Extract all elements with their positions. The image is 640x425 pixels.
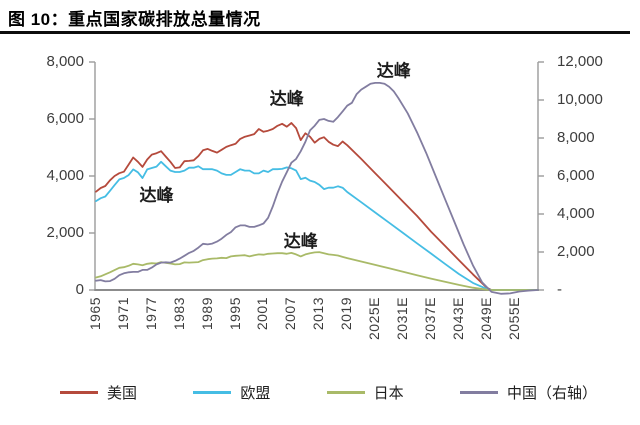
- title-underline: [0, 31, 630, 34]
- figure-title: 图 10：重点国家碳排放总量情况: [8, 10, 261, 29]
- legend-item-eu: 欧盟: [193, 382, 270, 403]
- legend-line-swatch-japan: [326, 390, 365, 394]
- legend-item-japan: 日本: [326, 382, 404, 403]
- chart-legend: 美国 欧盟 日本 中国（右轴）: [60, 382, 597, 402]
- legend-line-swatch-china: [459, 390, 498, 394]
- series-line-2: [95, 251, 539, 291]
- peak-annotation-1: 达峰: [270, 89, 305, 109]
- legend-line-swatch-eu: [193, 390, 232, 394]
- peak-annotation-3: 达峰: [284, 231, 319, 251]
- peak-annotation-0: 达峰: [139, 185, 174, 205]
- legend-label-eu: 欧盟: [240, 384, 271, 402]
- series-line-1: [95, 160, 539, 291]
- peak-annotation-2: 达峰: [377, 60, 412, 80]
- legend-label-japan: 日本: [373, 384, 404, 402]
- legend-label-china: 中国（右轴）: [506, 384, 597, 402]
- series-line-3: [95, 82, 539, 295]
- legend-item-usa: 美国: [60, 382, 137, 403]
- legend-label-usa: 美国: [107, 384, 138, 402]
- series-line-0: [95, 122, 539, 291]
- legend-line-swatch-usa: [60, 390, 98, 394]
- legend-item-china: 中国（右轴）: [459, 382, 597, 403]
